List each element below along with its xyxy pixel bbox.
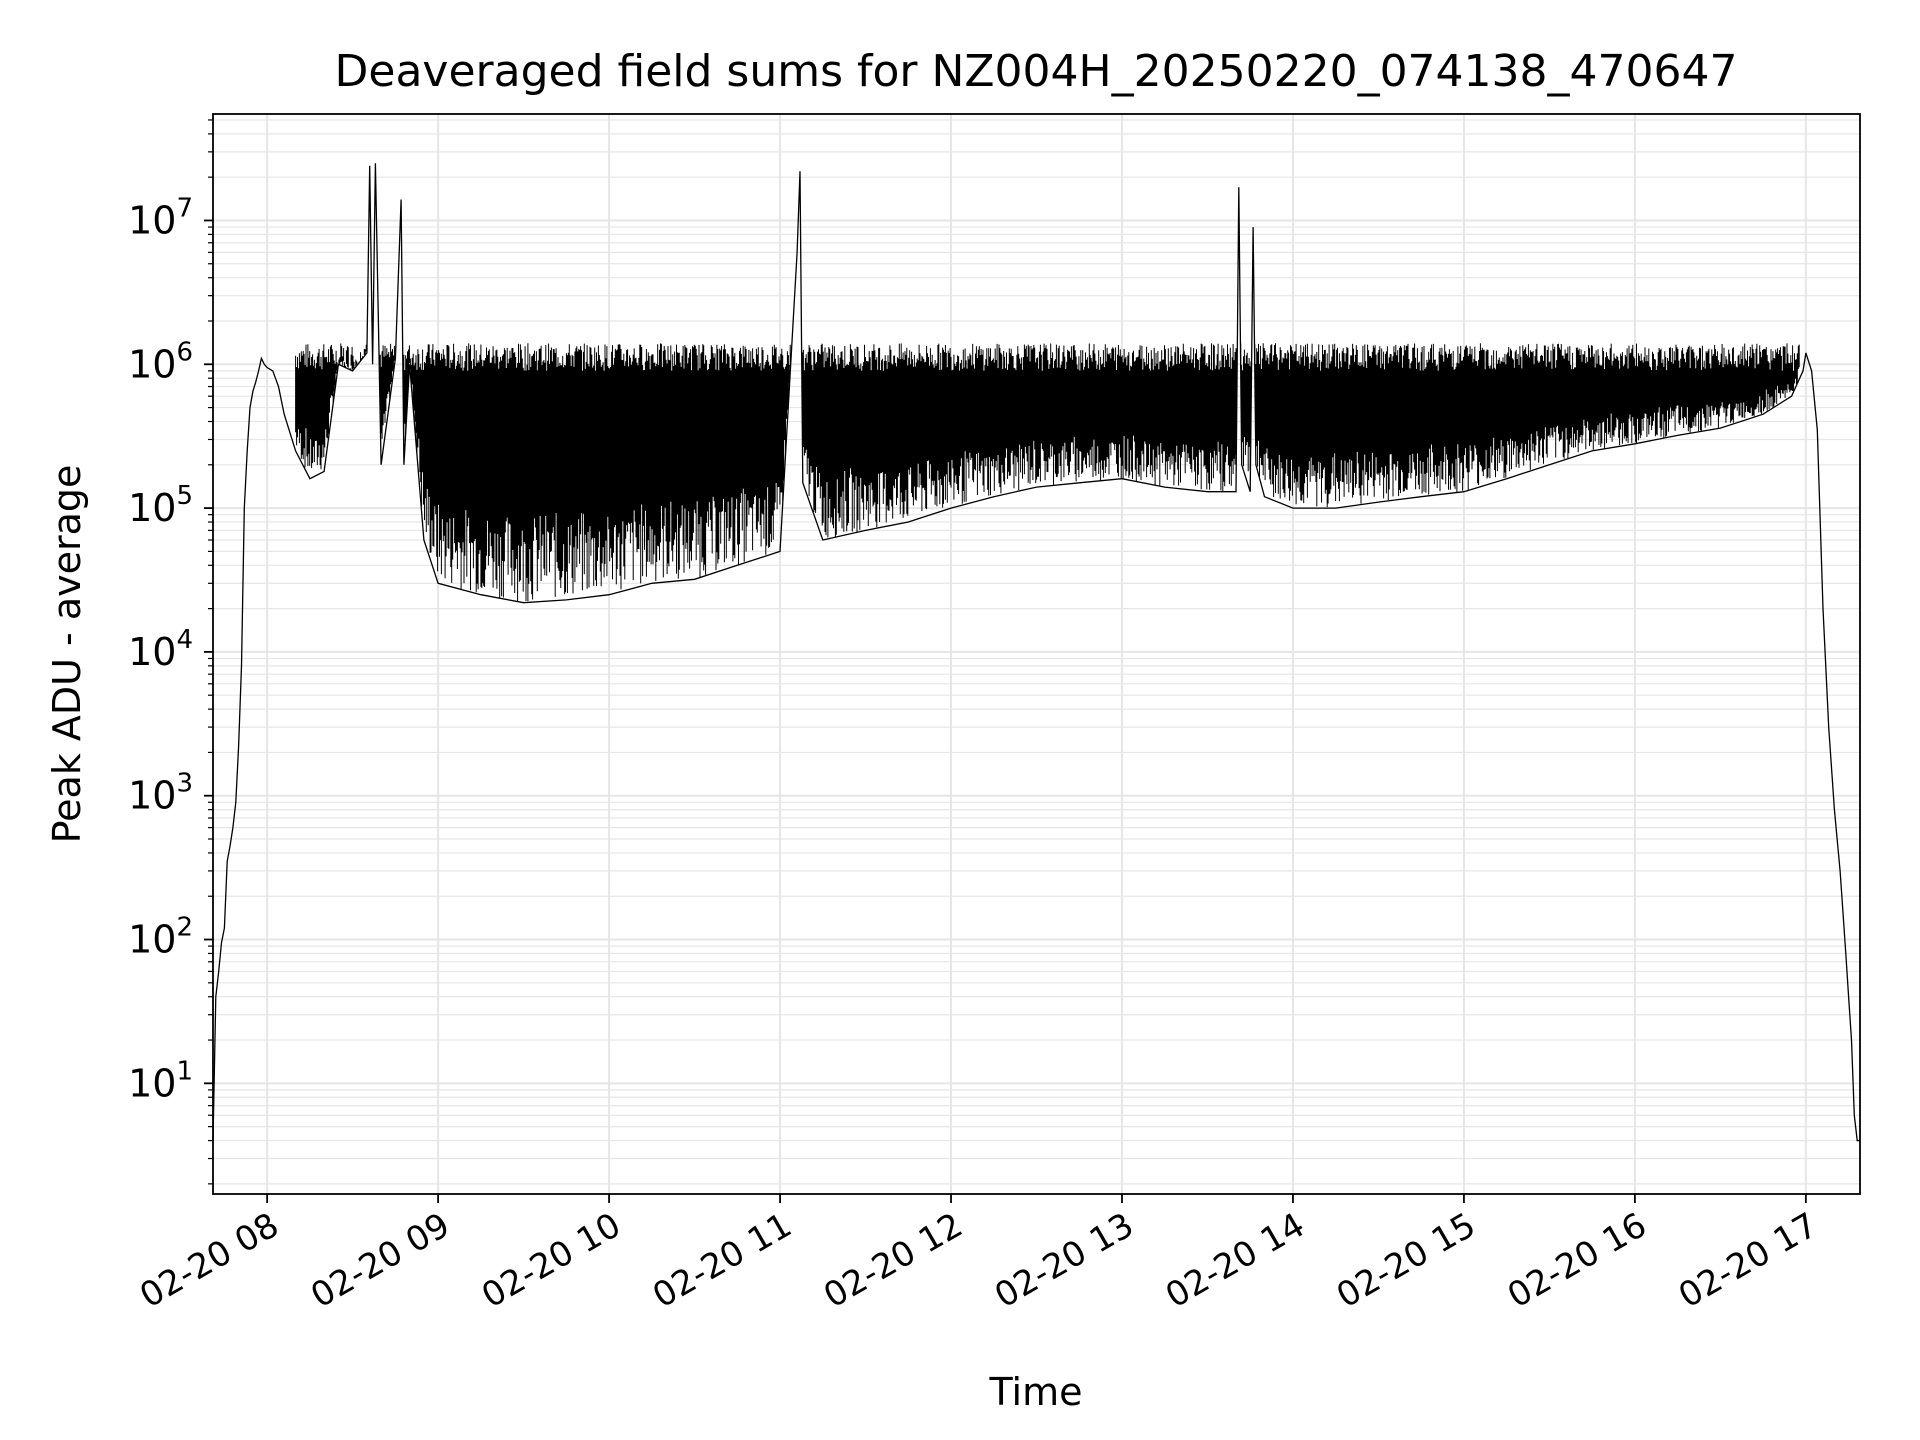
chart-title: Deaveraged field sums for NZ004H_2025022… xyxy=(335,46,1738,97)
grid-lines xyxy=(213,114,1860,1194)
x-axis-label: Time xyxy=(989,1370,1083,1414)
y-tick-label: 102 xyxy=(128,913,193,962)
y-tick-label: 107 xyxy=(128,193,193,242)
y-tick-label: 103 xyxy=(128,769,193,818)
plot-frame xyxy=(212,113,1861,1195)
y-tick-label: 104 xyxy=(128,625,193,674)
y-tick-label: 106 xyxy=(128,337,193,386)
series-spikes xyxy=(295,343,1800,602)
series-noise xyxy=(295,343,1800,602)
y-tick-label: 101 xyxy=(128,1056,193,1105)
y-tick-label: 105 xyxy=(128,481,193,530)
y-axis-label: Peak ADU - average xyxy=(45,465,89,844)
plot-area xyxy=(213,114,1860,1194)
